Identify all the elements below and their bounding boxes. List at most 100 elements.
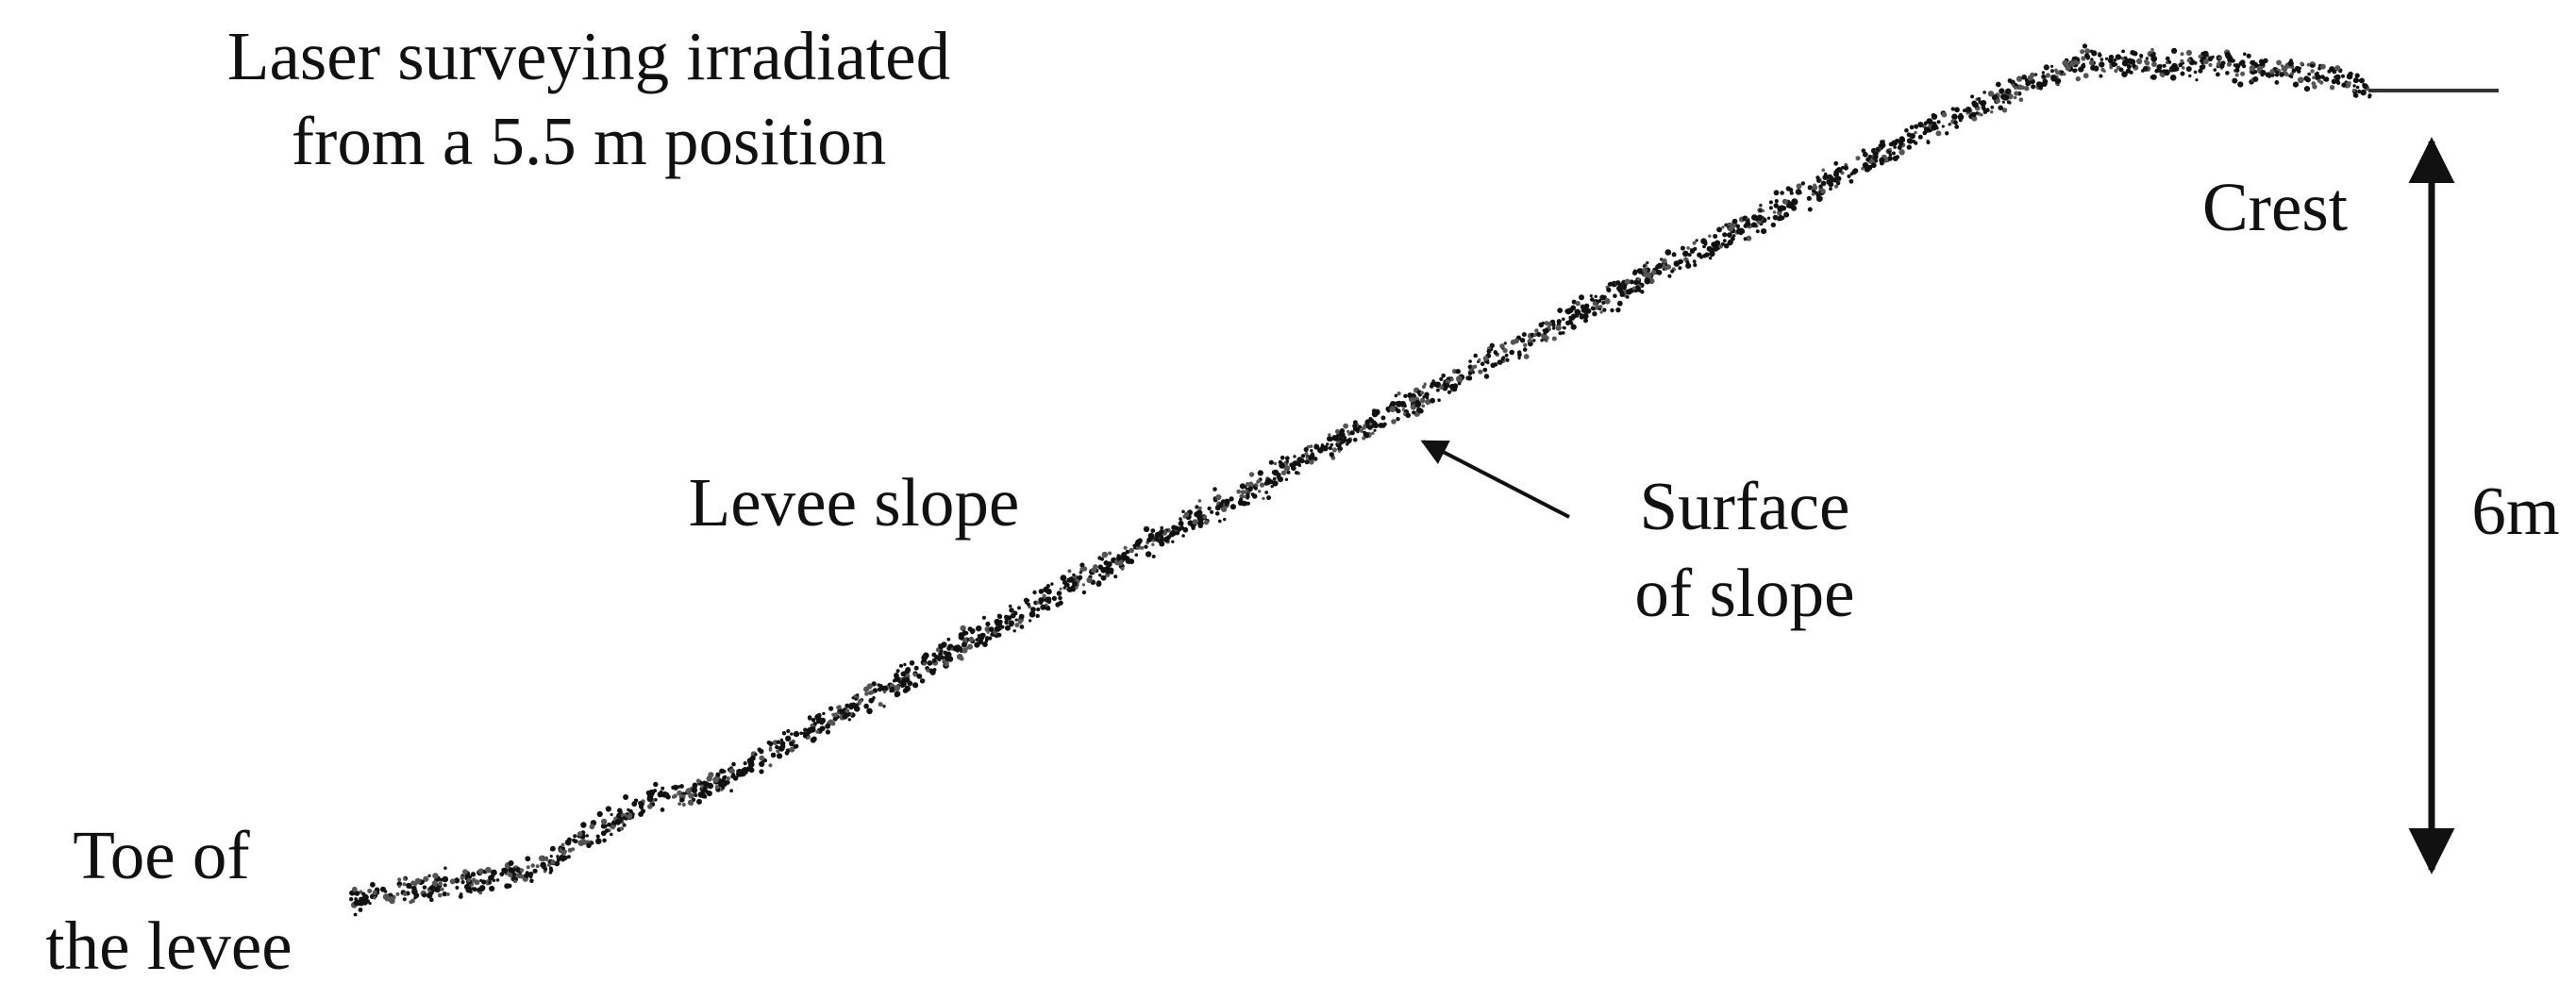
survey-point xyxy=(554,860,560,867)
survey-point xyxy=(2193,70,2198,75)
survey-point xyxy=(1270,484,1274,489)
survey-point xyxy=(1337,447,1341,451)
survey-point xyxy=(1405,412,1412,419)
survey-point xyxy=(2213,68,2217,72)
survey-point xyxy=(349,891,353,895)
survey-point xyxy=(354,891,360,896)
survey-point xyxy=(442,891,447,897)
survey-point xyxy=(1159,529,1164,535)
survey-point xyxy=(660,808,665,812)
survey-point xyxy=(977,634,981,638)
survey-point xyxy=(2288,74,2292,78)
survey-point xyxy=(1685,262,1692,269)
survey-point xyxy=(1722,239,1727,243)
survey-point xyxy=(1059,587,1062,591)
survey-point xyxy=(841,710,845,715)
survey-point xyxy=(1040,604,1046,610)
survey-point xyxy=(962,629,966,634)
survey-point xyxy=(2081,56,2086,61)
survey-point xyxy=(1144,544,1148,549)
survey-point xyxy=(1661,258,1667,264)
survey-point xyxy=(1575,301,1581,307)
survey-point xyxy=(688,792,694,799)
survey-point xyxy=(694,793,698,797)
survey-point xyxy=(488,880,493,885)
survey-point xyxy=(1693,262,1698,268)
survey-point xyxy=(2274,80,2280,85)
survey-point xyxy=(2199,64,2204,70)
survey-point xyxy=(994,625,1000,632)
survey-point xyxy=(1731,236,1735,241)
survey-point xyxy=(706,791,712,797)
survey-point xyxy=(423,875,429,882)
survey-point xyxy=(1192,519,1198,525)
survey-point xyxy=(2186,58,2191,63)
survey-point xyxy=(1848,178,1854,184)
survey-point xyxy=(1932,126,1935,131)
survey-point xyxy=(2180,71,2185,76)
survey-point xyxy=(1257,490,1262,493)
survey-point xyxy=(1430,397,1435,404)
survey-point xyxy=(2208,62,2213,67)
survey-point xyxy=(2220,60,2226,66)
survey-point xyxy=(2104,57,2109,60)
survey-point xyxy=(1768,206,1773,210)
survey-point xyxy=(1346,438,1352,444)
survey-point xyxy=(499,872,505,877)
survey-point xyxy=(2099,74,2103,78)
survey-point xyxy=(1692,241,1697,245)
survey-point xyxy=(2367,94,2371,99)
survey-point xyxy=(1780,191,1784,195)
survey-point xyxy=(1353,438,1358,442)
survey-point xyxy=(2144,60,2150,66)
survey-point xyxy=(1106,561,1112,568)
survey-point xyxy=(1829,187,1832,191)
survey-point xyxy=(854,697,858,701)
survey-point xyxy=(1597,299,1602,303)
survey-point xyxy=(1030,607,1036,612)
survey-point xyxy=(1551,336,1557,341)
survey-point xyxy=(1795,189,1802,195)
survey-point xyxy=(2334,74,2341,81)
survey-point xyxy=(1336,441,1340,444)
survey-point xyxy=(1613,293,1617,299)
survey-point xyxy=(789,746,795,753)
survey-point xyxy=(1457,381,1462,386)
survey-point xyxy=(2162,63,2166,68)
survey-point xyxy=(2013,95,2017,100)
survey-point xyxy=(602,838,607,843)
survey-point xyxy=(2027,75,2033,81)
survey-point xyxy=(2001,93,2008,101)
survey-point xyxy=(1060,574,1067,581)
survey-point xyxy=(2246,53,2251,58)
survey-point xyxy=(1147,532,1155,540)
survey-point xyxy=(1693,246,1698,251)
survey-point xyxy=(1770,222,1777,228)
survey-point xyxy=(595,834,600,839)
survey-point xyxy=(1606,287,1612,292)
survey-point xyxy=(590,841,594,845)
survey-point xyxy=(1923,121,1929,125)
survey-point xyxy=(1174,525,1179,531)
survey-point xyxy=(1954,125,1960,129)
survey-point xyxy=(784,750,790,756)
survey-point xyxy=(1768,200,1773,205)
survey-point xyxy=(810,737,816,743)
survey-point xyxy=(1422,385,1426,389)
survey-point xyxy=(600,818,608,825)
survey-point xyxy=(1914,130,1917,135)
survey-point xyxy=(1300,454,1306,458)
survey-point xyxy=(2007,78,2013,83)
survey-point xyxy=(2001,100,2005,104)
survey-point xyxy=(1917,134,1923,140)
survey-point xyxy=(1224,502,1229,507)
survey-point xyxy=(898,663,904,668)
survey-point xyxy=(1820,189,1825,194)
survey-point xyxy=(1766,216,1771,220)
survey-point xyxy=(1642,264,1647,268)
survey-point xyxy=(901,676,907,683)
survey-point xyxy=(1091,567,1097,574)
survey-point xyxy=(2089,49,2094,54)
survey-point xyxy=(1897,145,1902,150)
survey-point xyxy=(744,770,748,774)
